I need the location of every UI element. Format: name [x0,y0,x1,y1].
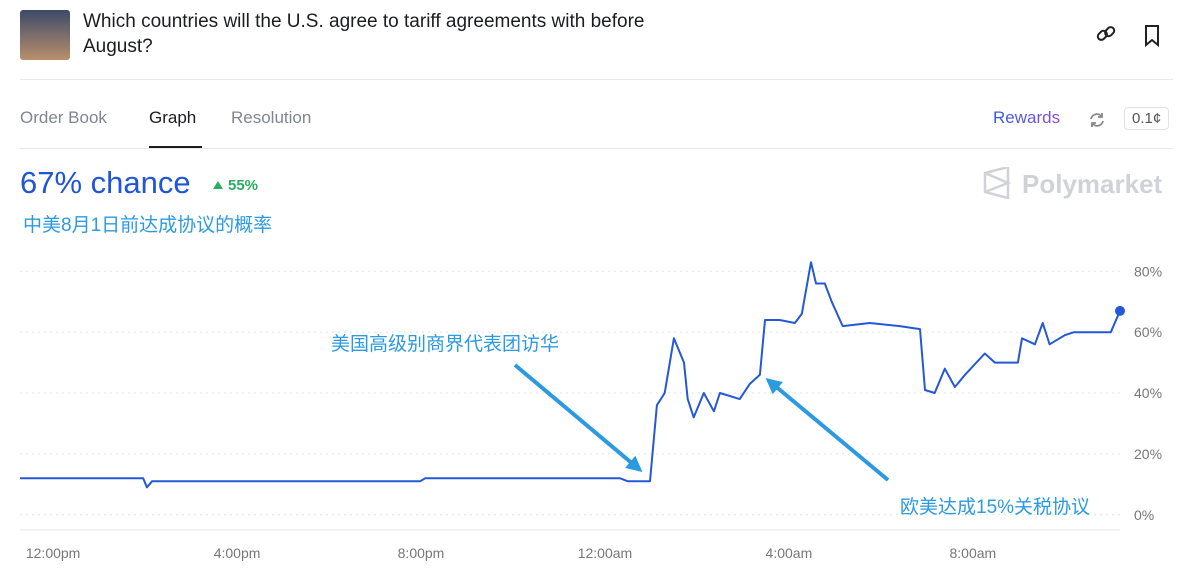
y-tick-label: 0% [1134,507,1154,523]
annotation: 美国高级别商界代表团访华 [331,333,559,355]
tab-active[interactable]: Graph [149,108,197,127]
refresh-icon[interactable] [1088,111,1106,129]
price-chip[interactable]: 0.1¢ [1124,107,1170,130]
brand-logo [983,167,1012,199]
market-image [20,10,70,60]
x-tick-label: 4:00am [766,545,813,561]
chance: 67% chance [20,165,191,200]
market-title: Which countries will the U.S. agree to t… [83,11,645,57]
header-icons [1096,25,1159,48]
end-point [1115,305,1125,316]
annotation: 欧美达成15%关税协议 [900,496,1090,518]
x-tick-label: 8:00am [949,545,996,561]
x-tick-label: 8:00pm [398,545,445,561]
y-tick-label: 80% [1134,263,1162,279]
up-arrow [213,181,223,189]
annotation-arrow [513,363,643,473]
x-tick-label: 12:00pm [26,545,80,561]
line-series [20,261,1121,489]
x-tick-label: 4:00pm [214,545,261,561]
bookmark-icon[interactable] [1145,25,1159,48]
y-tick-label: 60% [1134,324,1162,340]
x-tick-label: 12:00am [578,545,632,561]
tab-underline [149,146,202,148]
divider [20,79,1173,80]
link-icon[interactable] [1096,26,1116,42]
brand: Polymarket [1022,169,1163,199]
divider [20,148,1173,149]
y-tick-label: 20% [1134,446,1162,462]
y-tick-label: 40% [1134,385,1162,401]
tab[interactable]: Resolution [231,108,312,127]
tab[interactable]: Order Book [20,108,107,127]
annotation-arrow [765,377,890,482]
change: 55% [228,177,259,194]
chart-title: 中美8月1日前达成协议的概率 [23,215,273,236]
rewards[interactable]: Rewards [993,108,1061,127]
